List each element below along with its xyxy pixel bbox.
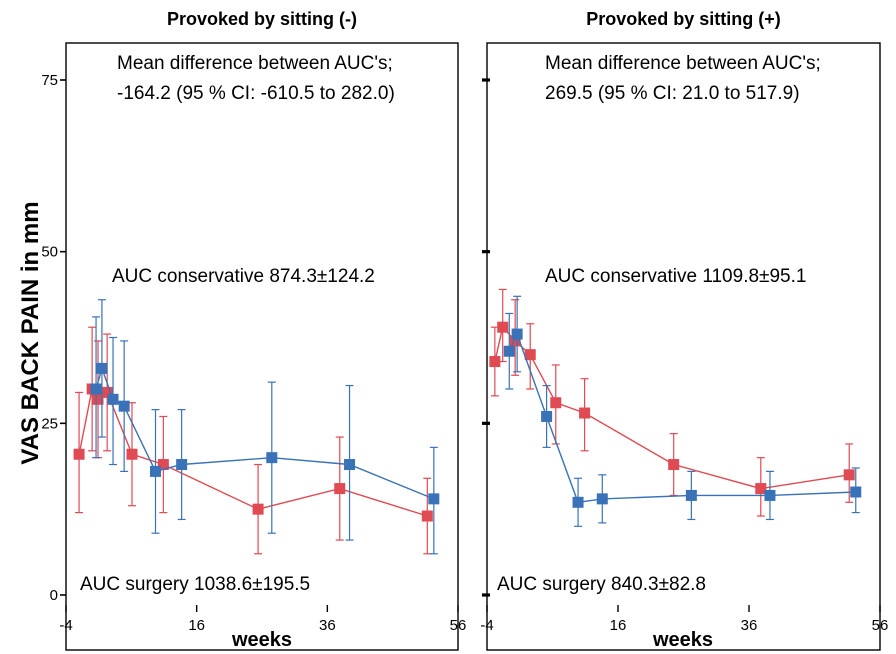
x-axis-label: weeks [652, 629, 713, 651]
data-point-conservative [92, 393, 104, 405]
y-axis-label: VAS BACK PAIN in mm [17, 201, 44, 464]
x-tick-label: 56 [872, 617, 889, 634]
data-point-surgery [96, 362, 108, 374]
data-point-surgery [764, 489, 776, 501]
data-point-surgery [596, 493, 608, 505]
data-point-conservative [668, 459, 680, 471]
data-point-conservative [550, 397, 562, 409]
mean-diff-line1: Mean difference between AUC's; [117, 53, 393, 74]
data-point-conservative [843, 469, 855, 481]
x-tick-label: -4 [480, 617, 493, 634]
data-point-surgery [107, 393, 119, 405]
mean-diff-line2: 269.5 (95 % CI: 21.0 to 517.9) [545, 83, 800, 104]
data-point-conservative [421, 510, 433, 522]
data-point-conservative [509, 335, 521, 347]
x-tick-label: 36 [741, 617, 758, 634]
data-point-surgery [541, 410, 553, 422]
data-point-conservative [489, 356, 501, 368]
data-point-surgery [90, 383, 102, 395]
data-point-surgery [503, 345, 515, 357]
plot-frame-2 [486, 42, 881, 651]
mean-diff-line1: Mean difference between AUC's; [545, 53, 821, 74]
data-point-conservative [73, 448, 85, 460]
data-point-conservative [579, 407, 591, 419]
data-point-conservative [524, 349, 536, 361]
x-tick-label: -4 [59, 617, 72, 634]
auc-surgery: AUC surgery 840.3±82.8 [497, 574, 706, 595]
y-tick-label: 75 [41, 72, 58, 89]
panel-title-2: Provoked by sitting (+) [586, 9, 781, 29]
panel-title-1: Provoked by sitting (-) [167, 9, 357, 29]
y-tick-label: 50 [41, 244, 58, 261]
y-tick-label: 25 [41, 415, 58, 432]
x-tick-label: 16 [188, 617, 205, 634]
x-tick-label: 16 [610, 617, 627, 634]
x-tick-label: 36 [319, 617, 336, 634]
data-point-conservative [755, 483, 767, 495]
data-point-surgery [344, 459, 356, 471]
data-point-surgery [118, 400, 130, 412]
y-tick-label: 0 [50, 587, 58, 604]
plot-frame-1 [65, 42, 459, 651]
data-point-surgery [685, 489, 697, 501]
data-point-conservative [497, 321, 509, 333]
data-point-surgery [428, 493, 440, 505]
data-point-conservative [157, 459, 169, 471]
data-point-surgery [176, 459, 188, 471]
data-point-surgery [266, 452, 278, 464]
data-point-surgery [511, 328, 523, 340]
auc-conservative: AUC conservative 1109.8±95.1 [545, 266, 806, 287]
series-line-surgery [95, 366, 435, 500]
data-point-conservative [126, 448, 138, 460]
auc-conservative: AUC conservative 874.3±124.2 [112, 266, 375, 287]
data-point-conservative [252, 503, 264, 515]
x-tick-label: 56 [450, 617, 467, 634]
data-point-surgery [150, 465, 162, 477]
auc-surgery: AUC surgery 1038.6±195.5 [80, 574, 310, 595]
data-point-conservative [101, 386, 113, 398]
x-axis-label: weeks [231, 629, 292, 651]
series-line-surgery [508, 332, 856, 504]
data-point-surgery [572, 496, 584, 508]
data-point-conservative [334, 483, 346, 495]
data-point-surgery [850, 486, 862, 498]
mean-diff-line2: -164.2 (95 % CI: -610.5 to 282.0) [117, 83, 395, 104]
